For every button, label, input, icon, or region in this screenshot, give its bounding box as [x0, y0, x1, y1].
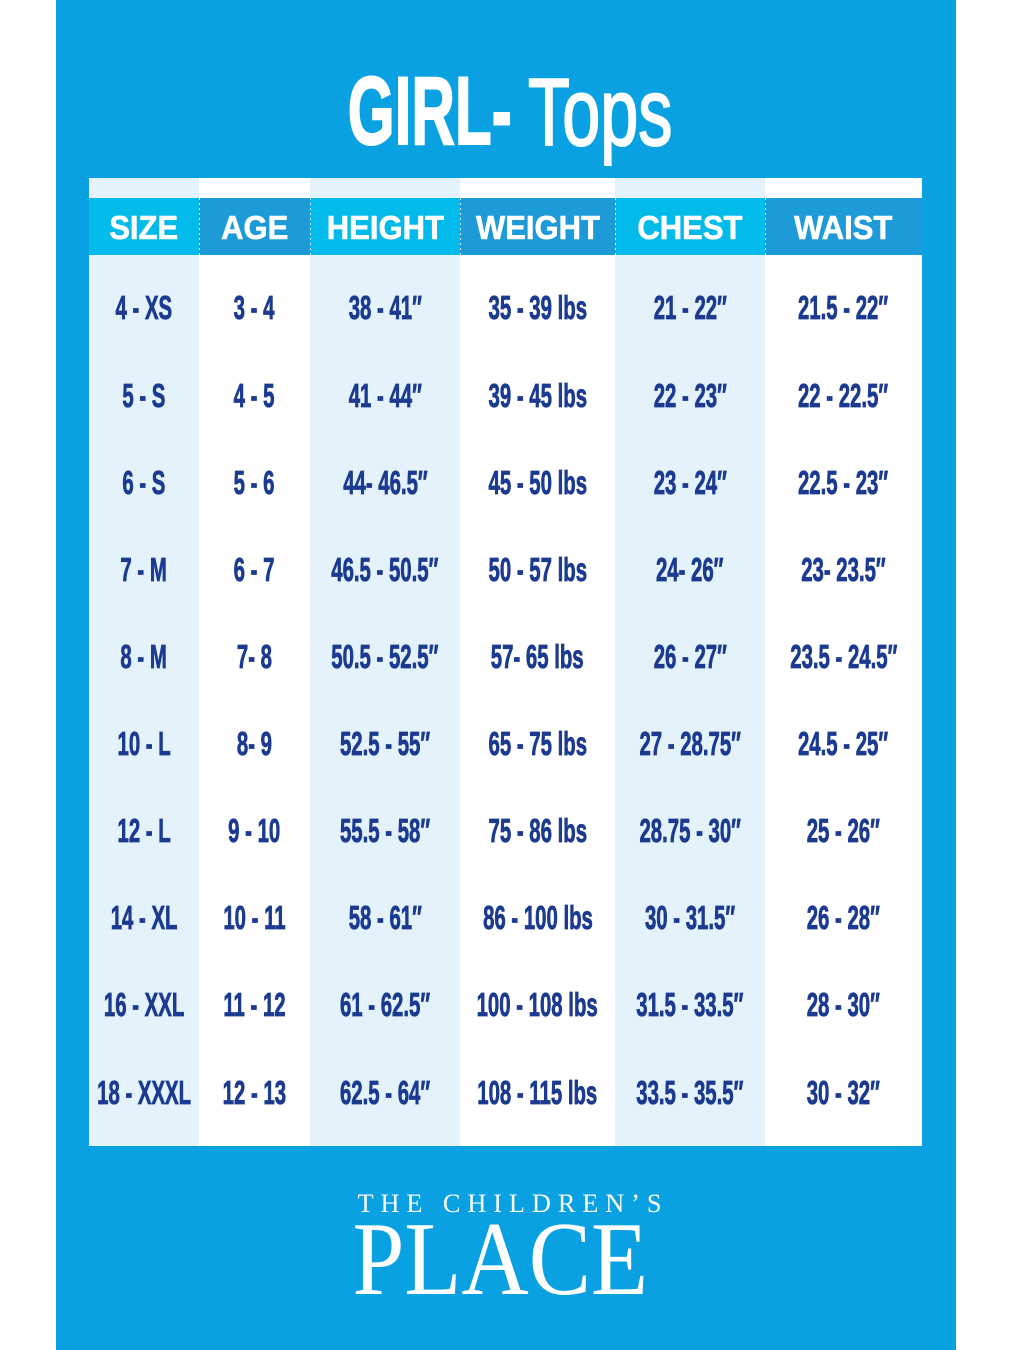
svg-text:Tops: Tops	[528, 60, 673, 166]
svg-text:GIRL-: GIRL-	[348, 56, 512, 165]
svg-text:PLACE: PLACE	[353, 1200, 649, 1317]
svg-text:THE CHILDREN’S: THE CHILDREN’S	[358, 1189, 662, 1218]
